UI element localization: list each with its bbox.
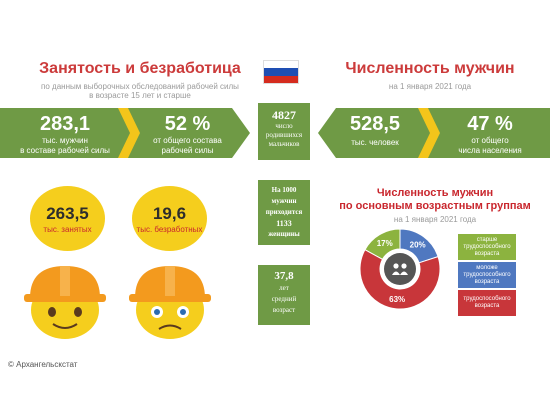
births-label-line1: число — [275, 122, 293, 130]
labor-force-label-line1: тыс. мужчин — [42, 136, 88, 145]
ratio-box — [258, 180, 310, 245]
male-share-value: 47 % — [467, 113, 513, 135]
legend-older-age: старше трудоспособного возраста — [458, 234, 516, 260]
legend-younger-line1: моложе — [476, 264, 498, 271]
unemployed-label: тыс. безработных — [136, 225, 203, 234]
births-value: 4827 — [272, 108, 296, 122]
male-population-subtitle: на 1 января 2021 года — [388, 82, 472, 91]
births-label-line3: мальчиков — [268, 140, 300, 148]
happy-worker-face-icon — [24, 266, 106, 339]
donut-label-older-age: 17% — [377, 239, 393, 248]
age-label-line1: лет — [279, 284, 289, 292]
age-value: 37,8 — [274, 270, 294, 282]
legend-younger-line2: трудоспособного — [463, 271, 511, 278]
legend-older-line1: старше — [476, 236, 498, 243]
copyright: © Архангельскстат — [8, 360, 78, 369]
legend-older-line3: возраста — [474, 250, 500, 257]
labor-share-label-line1: от общего состава — [153, 136, 222, 145]
age-label-line3: возраст — [272, 306, 296, 314]
male-count-value: 528,5 — [349, 113, 401, 135]
unemployed-value: 19,6 — [152, 204, 187, 223]
legend-younger-age: моложе трудоспособного возраста — [458, 262, 516, 288]
legend-working-line2: возраста — [474, 303, 500, 309]
sad-worker-face-icon — [129, 266, 211, 339]
labor-share-label: от общего состава рабочей силы — [140, 136, 235, 156]
donut-label-working-age: 63% — [389, 295, 405, 304]
age-box-text: 37,8 лет средний возраст — [258, 270, 310, 316]
legend-older-line2: трудоспособного — [463, 243, 511, 250]
labor-force-label: тыс. мужчин в составе рабочей силы — [10, 136, 120, 156]
population-chevron-bar — [318, 108, 550, 158]
births-box — [258, 103, 310, 160]
male-count-label: тыс. человек — [351, 138, 399, 147]
ratio-value: 1133 — [276, 219, 292, 228]
ratio-label-line2: мужчин — [271, 197, 297, 205]
births-box-text: 4827 число родившихся мальчиков — [258, 108, 310, 149]
legend-working-age: трудоспособного возраста — [458, 290, 516, 316]
ratio-label-line1: На 1000 — [271, 186, 297, 194]
people-icon — [384, 253, 416, 285]
employment-chevron-bar — [0, 108, 250, 158]
legend-younger-line3: возраста — [474, 278, 500, 285]
russia-flag-icon — [263, 60, 299, 84]
ratio-label-line3: приходится — [265, 208, 303, 216]
age-box — [258, 265, 310, 325]
donut-slice-working-age — [359, 249, 441, 310]
age-label-line2: средний — [271, 295, 297, 303]
births-label-line2: родившихся — [265, 131, 303, 139]
age-groups-title-line2: по основным возрастным группам — [339, 200, 531, 212]
legend-working-line1: трудоспособного — [463, 296, 511, 302]
age-groups-subtitle: на 1 января 2021 года — [393, 215, 477, 224]
age-groups-donut-chart: 17% 20% 63% — [359, 228, 441, 310]
donut-label-younger-age: 20% — [410, 241, 426, 250]
male-share-label-line2: числа населения — [458, 146, 522, 155]
employment-subtitle: по данным выборочных обследований рабоче… — [20, 82, 260, 100]
labor-force-label-line2: в составе рабочей силы — [20, 146, 110, 155]
labor-share-value: 52 % — [164, 113, 211, 135]
employed-circle — [30, 186, 105, 251]
labor-share-label-line2: рабочей силы — [161, 146, 214, 155]
male-share-label: от общего числа населения — [440, 136, 540, 156]
age-groups-title-line1: Численность мужчин — [376, 187, 494, 199]
male-share-label-line1: от общего — [471, 136, 509, 145]
ratio-label-line4: женщины — [268, 230, 300, 238]
employed-value: 263,5 — [46, 204, 89, 223]
male-population-title: Численность мужчин — [345, 60, 515, 77]
employment-subtitle-line1: по данным выборочных обследований рабоче… — [41, 82, 239, 91]
age-groups-title: Численность мужчин по основным возрастны… — [330, 187, 540, 213]
employed-label: тыс. занятых — [43, 225, 92, 234]
labor-force-value: 283,1 — [39, 113, 91, 135]
unemployed-circle — [132, 186, 207, 251]
ratio-box-text: На 1000 мужчин приходится 1133 женщины — [258, 185, 310, 240]
employment-subtitle-line2: в возрасте 15 лет и старше — [89, 91, 191, 100]
employment-title: Занятость и безработица — [39, 60, 241, 77]
